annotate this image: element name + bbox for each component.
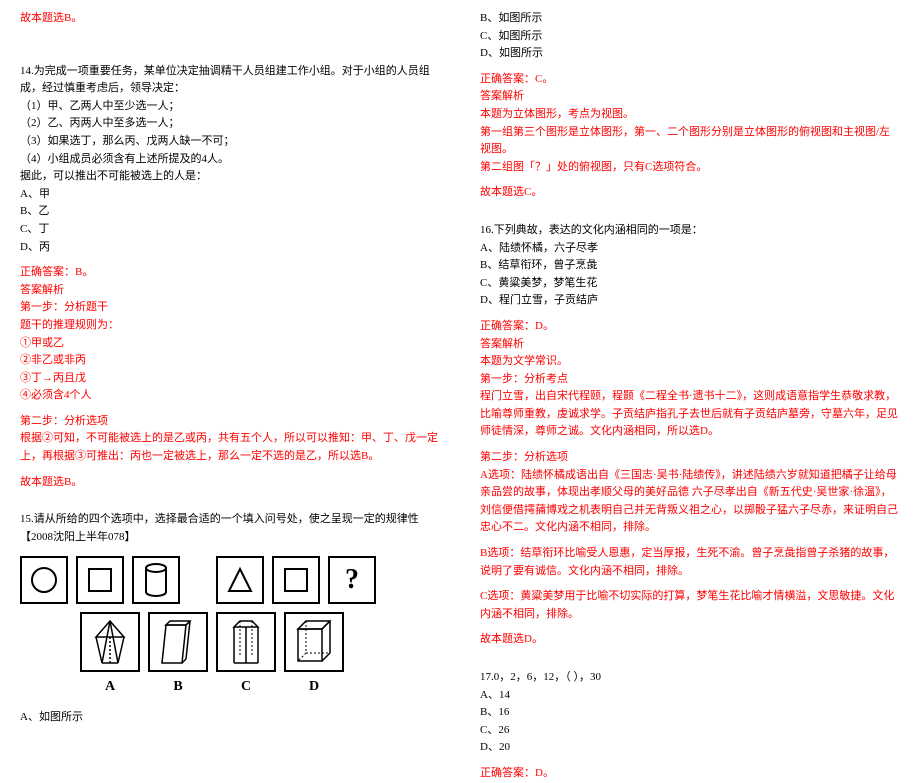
option-d-shape [284, 612, 344, 672]
q16-stem: 16.下列典故，表达的文化内涵相同的一项是： [480, 222, 900, 240]
q14-r1: ①甲或乙 [20, 335, 440, 353]
q16-opt-c: C、黄粱美梦，梦笔生花 [480, 275, 900, 293]
q14-c4: （4）小组成员必须含有上述所提及的4人。 [20, 151, 440, 169]
q15-top-row: ? [20, 556, 440, 604]
option-b-shape [148, 612, 208, 672]
q14-c3: （3）如果选丁，那么丙、戊两人缺一不可； [20, 133, 440, 151]
q15-l3: 第二组图「？」处的俯视图，只有C选项符合。 [480, 159, 900, 177]
option-c-shape [216, 612, 276, 672]
shape-square2 [272, 556, 320, 604]
q15-conclusion: 故本题选C。 [480, 184, 900, 202]
q17-opt-d: D、20 [480, 739, 900, 757]
q15-l2: 第一组第三个图形是立体图形，第一、二个图形分别是立体图形的俯视图和主视图/左视图… [480, 124, 900, 159]
q16-conclusion: 故本题选D。 [480, 631, 900, 649]
q14-opt-c: C、丁 [20, 221, 440, 239]
q16-opt-d: D、程门立雪，子贡结庐 [480, 292, 900, 310]
label-b: B [148, 676, 208, 698]
q15-stem: 15.请从所给的四个选项中，选择最合适的一个填入问号处，使之呈现一定的规律性【2… [20, 511, 440, 546]
q14-c2: （2）乙、丙两人中至多选一人； [20, 115, 440, 133]
q15-option-row [80, 612, 440, 672]
q14-opt-b: B、乙 [20, 203, 440, 221]
q15-labels: A B C D [80, 676, 440, 698]
q14-r2: ②非乙或非丙 [20, 352, 440, 370]
q16-optC-analysis: C选项：黄粱美梦用于比喻不切实际的打算，梦笔生花比喻才情横溢，文思敏捷。文化内涵… [480, 588, 900, 623]
q16-opt-a: A、陆绩怀橘，六子尽孝 [480, 240, 900, 258]
q15-opt-a: A、如图所示 [20, 709, 440, 727]
q15-opt-d: D、如图所示 [480, 45, 900, 63]
conclusion-text: 故本题选B。 [20, 10, 440, 28]
label-d: D [284, 676, 344, 698]
left-column: 故本题选B。 14.为完成一项重要任务，某单位决定抽调精干人员组建工作小组。对于… [0, 0, 460, 651]
q14-analysis: 根据②可知，不可能被选上的是乙或丙，共有五个人，所以可以推知：甲、丁、戊一定上，… [20, 430, 440, 465]
q15-l1: 本题为立体图形，考点为视图。 [480, 106, 900, 124]
q16-step2: 第二步：分析选项 [480, 449, 900, 467]
shape-square [76, 556, 124, 604]
q15-figures: ? A B C D [20, 556, 440, 698]
shape-question: ? [328, 556, 376, 604]
q14-stem: 14.为完成一项重要任务，某单位决定抽调精干人员组建工作小组。对于小组的人员组成… [20, 63, 440, 98]
q17-opt-a: A、14 [480, 687, 900, 705]
shape-circle [20, 556, 68, 604]
q14-answer: 正确答案：B。 [20, 264, 440, 282]
q17-opt-b: B、16 [480, 704, 900, 722]
q14-step1: 第一步：分析题干 [20, 299, 440, 317]
q16-optA-analysis: A选项：陆绩怀橘成语出自《三国志·吴书·陆绩传》，讲述陆绩六岁就知道把橘子让给母… [480, 467, 900, 537]
q16-optB-analysis: B选项：结草衔环比喻受人恩惠，定当厚报，生死不渝。曾子烹彘指曾子杀猪的故事，说明… [480, 545, 900, 580]
q17-stem: 17.0，2，6，12，（ ），30 [480, 669, 900, 687]
right-column: B、如图所示 C、如图所示 D、如图所示 正确答案：C。 答案解析 本题为立体图… [460, 0, 920, 651]
q14-parse-title: 答案解析 [20, 282, 440, 300]
shape-cylinder [132, 556, 180, 604]
q15-parse: 答案解析 [480, 88, 900, 106]
q16-answer: 正确答案：D。 [480, 318, 900, 336]
q16-opt-b: B、结草衔环，曾子烹彘 [480, 257, 900, 275]
q14-conclusion: 故本题选B。 [20, 474, 440, 492]
q14-opt-a: A、甲 [20, 186, 440, 204]
q16-l2: 程门立雪，出自宋代程颐，程颢《二程全书·遗书十二》，这则成语意指学生恭敬求教，比… [480, 388, 900, 441]
q14-step2: 第二步：分析选项 [20, 413, 440, 431]
q15-opt-c: C、如图所示 [480, 28, 900, 46]
label-c: C [216, 676, 276, 698]
q15-opt-b: B、如图所示 [480, 10, 900, 28]
q14-r4: ④必须含4个人 [20, 387, 440, 405]
q14-r3: ③丁→丙且戊 [20, 370, 440, 388]
q14-rule: 题干的推理规则为： [20, 317, 440, 335]
q16-l1: 本题为文学常识。 [480, 353, 900, 371]
shape-triangle [216, 556, 264, 604]
q14-opt-d: D、丙 [20, 239, 440, 257]
option-a-shape [80, 612, 140, 672]
q14-q: 据此，可以推出不可能被选上的人是： [20, 168, 440, 186]
q16-step1: 第一步：分析考点 [480, 371, 900, 389]
label-a: A [80, 676, 140, 698]
q16-parse: 答案解析 [480, 336, 900, 354]
q17-opt-c: C、26 [480, 722, 900, 740]
q14-c1: （1）甲、乙两人中至少选一人； [20, 98, 440, 116]
q15-answer: 正确答案：C。 [480, 71, 900, 89]
q17-answer: 正确答案：D。 [480, 765, 900, 783]
